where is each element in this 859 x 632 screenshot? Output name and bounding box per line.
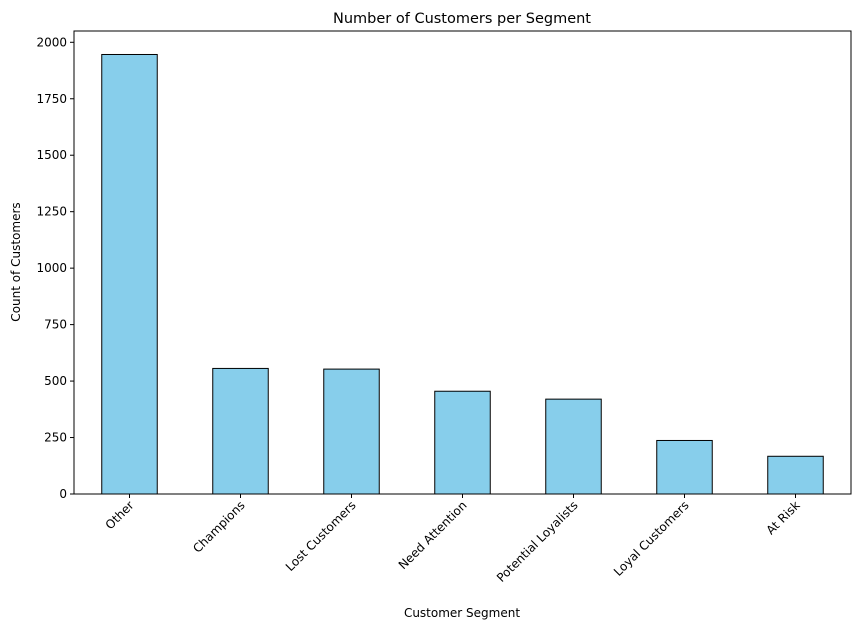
y-tick-label: 1000 bbox=[36, 261, 67, 275]
y-tick-label: 1500 bbox=[36, 148, 67, 162]
bar-at-risk bbox=[767, 455, 824, 495]
bar-lost-customers bbox=[323, 368, 380, 495]
y-tick-label: 250 bbox=[44, 431, 67, 445]
bar-champions bbox=[212, 367, 269, 495]
x-tick-label: At Risk bbox=[763, 498, 802, 537]
x-axis: Other Champions Lost Customers Need Attenti… bbox=[103, 494, 803, 585]
x-tick-label: Champions bbox=[190, 498, 247, 555]
x-tick-label: Need Attention bbox=[396, 498, 470, 572]
bar-need-attention bbox=[434, 390, 491, 495]
y-axis-label: Count of Customers bbox=[9, 202, 23, 321]
bar-other bbox=[101, 53, 158, 495]
x-axis-label: Customer Segment bbox=[404, 606, 520, 620]
y-tick-label: 750 bbox=[44, 318, 67, 332]
chart-title: Number of Customers per Segment bbox=[333, 11, 591, 27]
y-axis: 0 250 500 750 1000 1250 1500 1750 2000 bbox=[36, 35, 74, 501]
y-tick-label: 2000 bbox=[36, 35, 67, 49]
bar-loyal-customers bbox=[656, 439, 713, 495]
y-tick-label: 1750 bbox=[36, 92, 67, 106]
x-tick-label: Potential Loyalists bbox=[494, 498, 581, 585]
x-tick-label: Other bbox=[103, 498, 137, 532]
y-tick-label: 500 bbox=[44, 374, 67, 388]
bar-potential-loyalists bbox=[545, 398, 602, 495]
y-tick-label: 0 bbox=[59, 487, 67, 501]
bars-group bbox=[101, 53, 824, 495]
x-tick-label: Loyal Customers bbox=[611, 498, 692, 579]
x-tick-label: Lost Customers bbox=[283, 498, 359, 574]
y-tick-label: 1250 bbox=[36, 205, 67, 219]
